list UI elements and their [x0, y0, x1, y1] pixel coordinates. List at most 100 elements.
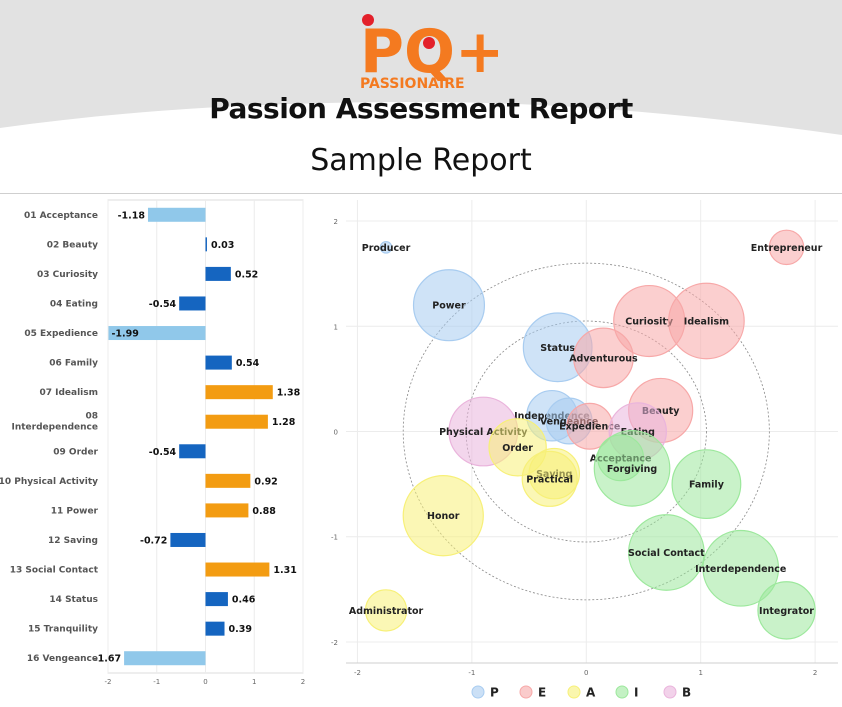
bar-value-label: 0.46: [232, 595, 256, 606]
reference-circle: [465, 320, 707, 543]
bar: [205, 355, 232, 370]
bubble-label: Interdependence: [695, 564, 786, 575]
bubble: [379, 241, 393, 254]
bar: [205, 414, 268, 429]
bar-value-label: 0.52: [235, 269, 258, 280]
x-tick-label: -2: [354, 669, 361, 677]
legend-label: A: [586, 686, 596, 700]
bar: [205, 266, 231, 281]
legend-label: B: [682, 686, 691, 700]
bar: [205, 562, 270, 577]
bubble-label: Producer: [362, 243, 411, 254]
bubble-label: Practical: [526, 474, 573, 485]
category-label: 14 Status: [49, 595, 98, 605]
bubble: [757, 581, 816, 640]
x-tick-label: 0: [584, 669, 588, 677]
x-tick-label: 1: [252, 678, 256, 686]
category-label: 05 Expedience: [24, 329, 98, 339]
bar: [205, 621, 225, 636]
bar-value-label: -0.54: [149, 447, 177, 458]
bubble-label: Adventurous: [569, 353, 638, 364]
header-band: [0, 0, 842, 135]
y-tick-label: 2: [334, 218, 338, 226]
bubble-label: Curiosity: [625, 317, 674, 328]
x-tick-label: -1: [468, 669, 475, 677]
bar: [205, 385, 273, 400]
bar-value-label: 0.03: [211, 240, 234, 251]
bubble: [668, 282, 745, 360]
legend-swatch: [519, 685, 533, 699]
category-label: 02 Beauty: [47, 240, 98, 250]
bubble-label: Forgiving: [607, 464, 657, 475]
x-tick-label: 2: [813, 669, 817, 677]
logo-mark: PQ+: [360, 17, 498, 87]
header-divider: [0, 193, 842, 194]
x-tick-label: 2: [301, 678, 305, 686]
bubble: [593, 429, 671, 507]
bar-value-label: -1.99: [111, 329, 138, 340]
y-tick-label: 1: [334, 323, 338, 331]
bubble-label: Honor: [427, 511, 460, 522]
y-tick-label: 0: [334, 429, 338, 437]
y-tick-label: -1: [331, 534, 338, 542]
category-label: 01 Acceptance: [24, 211, 98, 221]
report-title: Passion Assessment Report: [209, 92, 633, 125]
bar: [179, 296, 206, 311]
bar: [170, 532, 206, 547]
bar: [179, 444, 206, 459]
bar: [108, 326, 206, 341]
x-tick-label: -2: [105, 678, 112, 686]
category-label: 12 Saving: [48, 536, 98, 546]
bubble: [671, 449, 742, 520]
bar: [147, 207, 206, 222]
x-tick-label: -1: [153, 678, 160, 686]
category-label-line: Interdependence: [12, 423, 99, 433]
bubble-label: Expedience: [559, 422, 620, 433]
bubble-label: Entrepreneur: [751, 243, 823, 254]
legend-label: P: [490, 686, 499, 700]
bar: [124, 651, 206, 666]
bubble: [364, 589, 408, 632]
legend-label: I: [634, 686, 638, 700]
bar-value-label: 1.38: [277, 388, 301, 399]
bubble: [628, 514, 705, 591]
reference-circle: [402, 262, 770, 601]
logo-dot-left: [362, 14, 374, 26]
category-label: 13 Social Contact: [10, 566, 99, 576]
bubble-label: Order: [502, 443, 533, 454]
category-label: 11 Power: [51, 506, 99, 516]
bubble-label: Status: [540, 343, 575, 354]
bar-value-label: 0.92: [254, 476, 277, 487]
bar-value-label: -1.18: [118, 210, 146, 221]
bubble-label: Integrator: [759, 606, 814, 617]
bubble-label: Power: [432, 301, 466, 312]
passionaire-logo: PQ+ PASSIONAIRE: [360, 14, 498, 90]
category-label: 16 Vengeance: [27, 654, 98, 664]
legend-swatch: [615, 685, 629, 699]
bubble: [402, 475, 484, 557]
bar: [205, 473, 251, 488]
bubble-label: Beauty: [642, 406, 680, 417]
category-label: 04 Eating: [50, 299, 98, 309]
logo-wordmark: PASSIONAIRE: [360, 76, 465, 90]
bar-value-label: -0.72: [140, 535, 167, 546]
category-label: 08 Interdependence: [12, 412, 99, 433]
legend-swatch: [471, 685, 485, 699]
x-tick-label: 1: [698, 669, 702, 677]
bar-value-label: -1.67: [94, 654, 121, 665]
bubble-label: Administrator: [349, 606, 424, 617]
bar-value-label: 1.31: [273, 565, 296, 576]
y-tick-label: -2: [331, 639, 338, 647]
bar-value-label: 1.28: [272, 417, 296, 428]
bar: [205, 592, 228, 607]
legend-swatch: [663, 685, 677, 699]
category-label: 07 Idealism: [39, 388, 98, 398]
x-tick-label: 0: [203, 678, 207, 686]
bubble: [573, 327, 634, 389]
bubble-label: Idealism: [684, 317, 729, 328]
bar: [205, 237, 207, 252]
bubble: [521, 450, 578, 507]
logo-dot-center: [423, 37, 435, 49]
bubble: [412, 269, 486, 342]
report-subtitle: Sample Report: [310, 143, 532, 178]
